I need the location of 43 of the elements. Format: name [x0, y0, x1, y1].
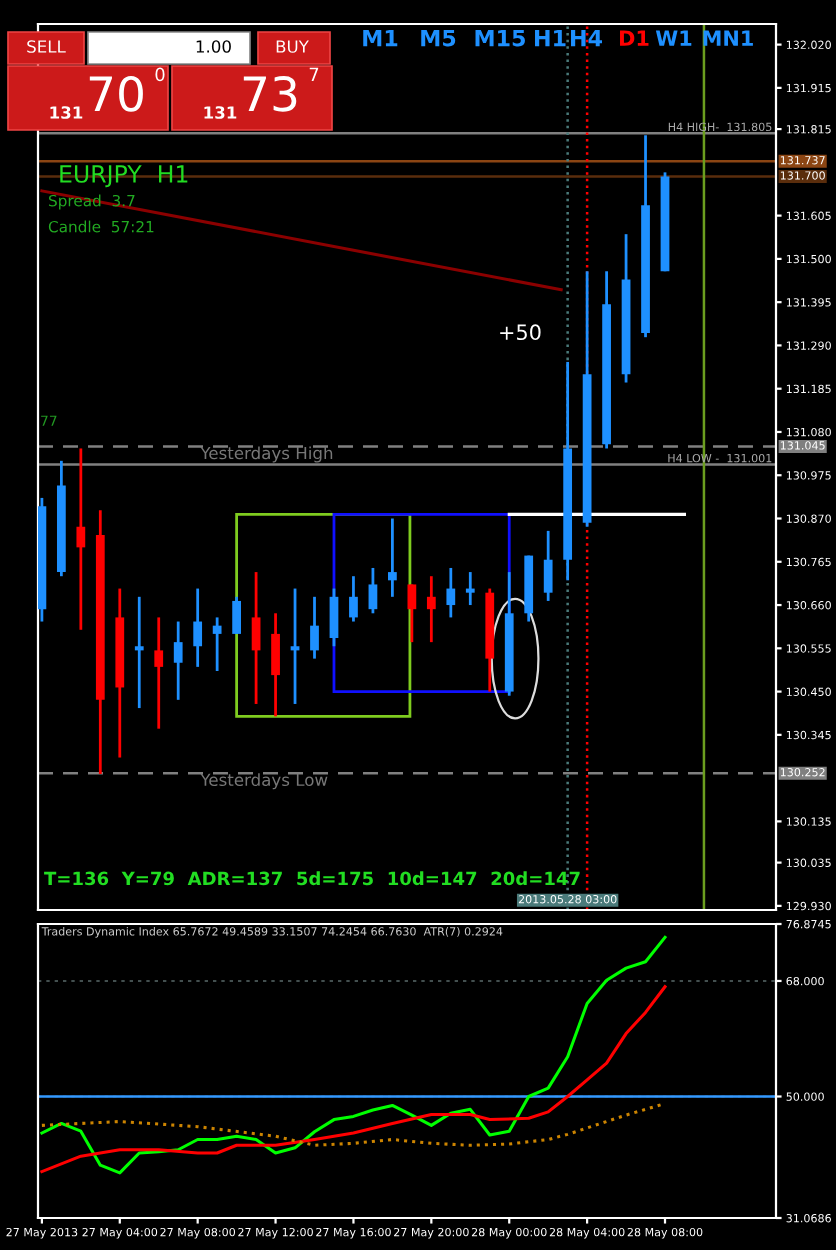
candlestick [388, 517, 397, 599]
line-series [40, 935, 667, 1175]
annotation: 73 [243, 75, 297, 112]
annotation: 131 [50, 106, 83, 119]
annotation: +50 [500, 324, 541, 341]
candlestick [368, 566, 378, 615]
candlestick [154, 616, 164, 731]
annotation: SELL [27, 40, 66, 53]
annotation: 70 [89, 75, 143, 112]
annotation: Yesterdays High [200, 446, 333, 463]
line-series [40, 985, 667, 1174]
annotation: 7 [309, 67, 319, 81]
annotation: H4 [571, 29, 603, 47]
candlestick [134, 595, 144, 710]
candlestick [271, 611, 280, 718]
candlestick [76, 447, 86, 632]
candlestick [446, 566, 456, 619]
candlestick [426, 574, 436, 644]
candlestick [465, 570, 475, 607]
annotation: M15 [475, 29, 525, 47]
annotation: D1 [620, 30, 649, 46]
candlestick [193, 587, 203, 669]
line-series [40, 1102, 667, 1147]
annotation: BUY [276, 40, 309, 53]
annotation: H1 [535, 29, 566, 47]
candlestick [232, 595, 241, 636]
annotation: 0 [155, 67, 165, 82]
annotation: 1.00 [196, 40, 231, 53]
annotation: T=136 Y=79 ADR=137 5d=175 10d=147 20d=147 [44, 871, 580, 886]
candlestick [407, 583, 417, 644]
candlestick [251, 570, 261, 706]
annotation: 131 [204, 106, 237, 119]
annotation: M5 [421, 29, 456, 47]
annotation: EURJPY H1 [60, 165, 188, 188]
annotation: W1 [655, 30, 692, 46]
candlestick [212, 616, 222, 673]
candlestick [543, 529, 553, 603]
candlestick [173, 620, 183, 702]
candlestick [349, 574, 358, 623]
annotation: M1 [363, 29, 398, 47]
candlestick [329, 587, 339, 648]
annotation: Yesterdays Low [200, 773, 328, 790]
candlestick [310, 595, 319, 661]
